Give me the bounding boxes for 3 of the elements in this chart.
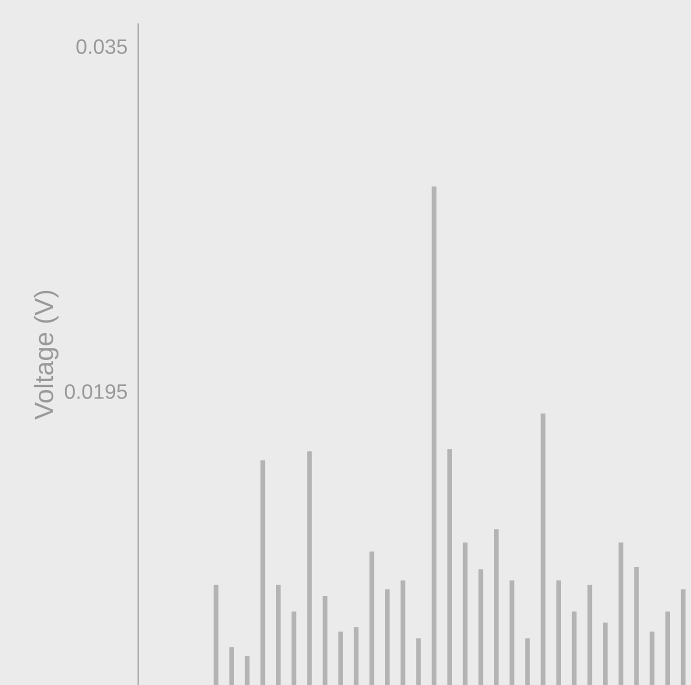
y-tick-label: 0.035: [76, 39, 127, 54]
y-axis-title: Voltage (V): [34, 290, 59, 420]
y-tick-label: 0.0195: [64, 384, 127, 399]
